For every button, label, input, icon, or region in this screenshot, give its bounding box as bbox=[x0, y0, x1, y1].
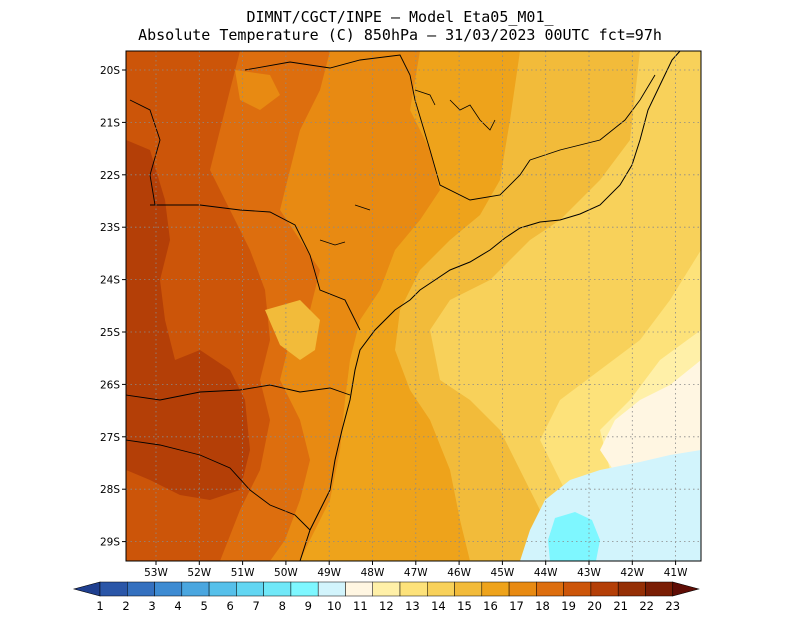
title-line-2: Absolute Temperature (C) 850hPa – 31/03/… bbox=[138, 26, 662, 44]
lat-label: 23S bbox=[100, 222, 120, 234]
colorbar-swatch bbox=[563, 581, 592, 597]
lon-label: 41W bbox=[664, 567, 688, 579]
colorbar-swatch bbox=[590, 581, 619, 597]
colorbar-label: 16 bbox=[483, 599, 498, 613]
lat-label: 29S bbox=[100, 537, 120, 549]
state-border-mg-rj-es bbox=[529, 74, 656, 161]
lat-label: 28S bbox=[100, 484, 120, 496]
lon-label: 45W bbox=[491, 567, 515, 579]
colorbar-label: 20 bbox=[587, 599, 602, 613]
field-20 bbox=[126, 140, 250, 500]
colorbar-swatch bbox=[154, 581, 183, 597]
colorbar-label: 14 bbox=[431, 599, 446, 613]
colorbar-swatch bbox=[127, 581, 155, 597]
colorbar-label: 9 bbox=[305, 599, 312, 613]
colorbar-label: 1 bbox=[96, 599, 103, 613]
temperature-field bbox=[126, 51, 701, 561]
coastline bbox=[299, 51, 681, 561]
field-9 bbox=[548, 512, 600, 561]
colorbar-labels: 1 2 3 4 5 6 7 8 9 10 11 12 13 14 15 16 17 18 19 20 21 22 23 bbox=[96, 599, 680, 613]
colorbar-label: 4 bbox=[174, 599, 181, 613]
lat-label: 24S bbox=[100, 275, 120, 287]
lat-label: 26S bbox=[100, 379, 120, 391]
lon-label: 47W bbox=[404, 567, 428, 579]
colorbar-label: 10 bbox=[327, 599, 342, 613]
state-border-pr-sp bbox=[150, 204, 361, 331]
colorbar-label: 23 bbox=[665, 599, 680, 613]
colorbar-swatch bbox=[617, 581, 646, 597]
colorbar-swatch bbox=[508, 581, 537, 597]
state-border-rs-sc bbox=[126, 439, 311, 531]
colorbar-swatch bbox=[454, 581, 483, 597]
lat-label: 22S bbox=[100, 170, 120, 182]
colorbar-swatch bbox=[181, 581, 210, 597]
lon-label: 42W bbox=[620, 567, 644, 579]
colorbar-swatch bbox=[208, 581, 237, 597]
field-17-patch bbox=[235, 70, 280, 110]
colorbar-swatch bbox=[99, 581, 128, 597]
state-border-sc-pr bbox=[126, 384, 351, 401]
colorbar-swatch bbox=[645, 581, 673, 597]
colorbar-label: 22 bbox=[639, 599, 654, 613]
colorbar-swatch bbox=[317, 581, 346, 597]
colorbar-swatch bbox=[399, 581, 428, 597]
colorbar-swatch bbox=[263, 581, 292, 597]
lat-label: 21S bbox=[100, 117, 120, 129]
colorbar bbox=[72, 581, 700, 597]
lon-label: 48W bbox=[361, 567, 385, 579]
colorbar-label: 21 bbox=[613, 599, 628, 613]
colorbar-swatch bbox=[345, 581, 373, 597]
title-line-1: DIMNT/CGCT/INPE – Model Eta05_M01_ bbox=[246, 8, 554, 26]
colorbar-swatch bbox=[290, 581, 319, 597]
colorbar-swatch bbox=[427, 581, 455, 597]
longitude-labels: 53W 52W 51W 50W 49W 48W 47W 46W 45W 44W 43W 42W 41W bbox=[144, 567, 688, 579]
lon-label: 51W bbox=[231, 567, 255, 579]
colorbar-label: 8 bbox=[279, 599, 286, 613]
reservoir bbox=[354, 204, 371, 211]
colorbar-label: 7 bbox=[253, 599, 260, 613]
colorbar-label: 17 bbox=[509, 599, 524, 613]
colorbar-label: 2 bbox=[122, 599, 129, 613]
colorbar-label: 3 bbox=[148, 599, 155, 613]
colorbar-label: 5 bbox=[200, 599, 207, 613]
colorbar-swatch bbox=[236, 581, 264, 597]
lon-label: 53W bbox=[144, 567, 168, 579]
colorbar-label: 18 bbox=[535, 599, 550, 613]
lat-label: 25S bbox=[100, 327, 120, 339]
lon-label: 44W bbox=[534, 567, 558, 579]
lat-label: 27S bbox=[100, 432, 120, 444]
colorbar-label: 12 bbox=[379, 599, 394, 613]
lon-label: 43W bbox=[577, 567, 601, 579]
colorbar-label: 15 bbox=[457, 599, 472, 613]
colorbar-label: 11 bbox=[353, 599, 368, 613]
colorbar-arrow-right bbox=[672, 581, 700, 597]
colorbar-swatch bbox=[481, 581, 510, 597]
grid-lines bbox=[126, 51, 701, 561]
axis-ticks bbox=[122, 69, 677, 565]
colorbar-swatch bbox=[372, 581, 401, 597]
colorbar-label: 13 bbox=[405, 599, 420, 613]
lat-label: 20S bbox=[100, 65, 120, 77]
colorbar-label: 19 bbox=[561, 599, 576, 613]
field-15-patch bbox=[265, 300, 320, 360]
reservoir bbox=[319, 239, 346, 246]
state-border-ms-pr bbox=[129, 99, 161, 206]
reservoir bbox=[449, 99, 496, 131]
map-frame bbox=[125, 50, 702, 562]
colorbar-arrow-left bbox=[72, 581, 101, 597]
colorbar-swatch bbox=[536, 581, 564, 597]
lon-label: 46W bbox=[447, 567, 471, 579]
lon-label: 49W bbox=[317, 567, 341, 579]
latitude-labels: 20S 21S 22S 23S 24S 25S 26S 27S 28S 29S bbox=[100, 65, 120, 549]
colorbar-label: 6 bbox=[227, 599, 234, 613]
lon-label: 52W bbox=[187, 567, 211, 579]
state-border-sp-mg bbox=[244, 54, 531, 201]
reservoir bbox=[414, 89, 436, 106]
lon-label: 50W bbox=[274, 567, 298, 579]
